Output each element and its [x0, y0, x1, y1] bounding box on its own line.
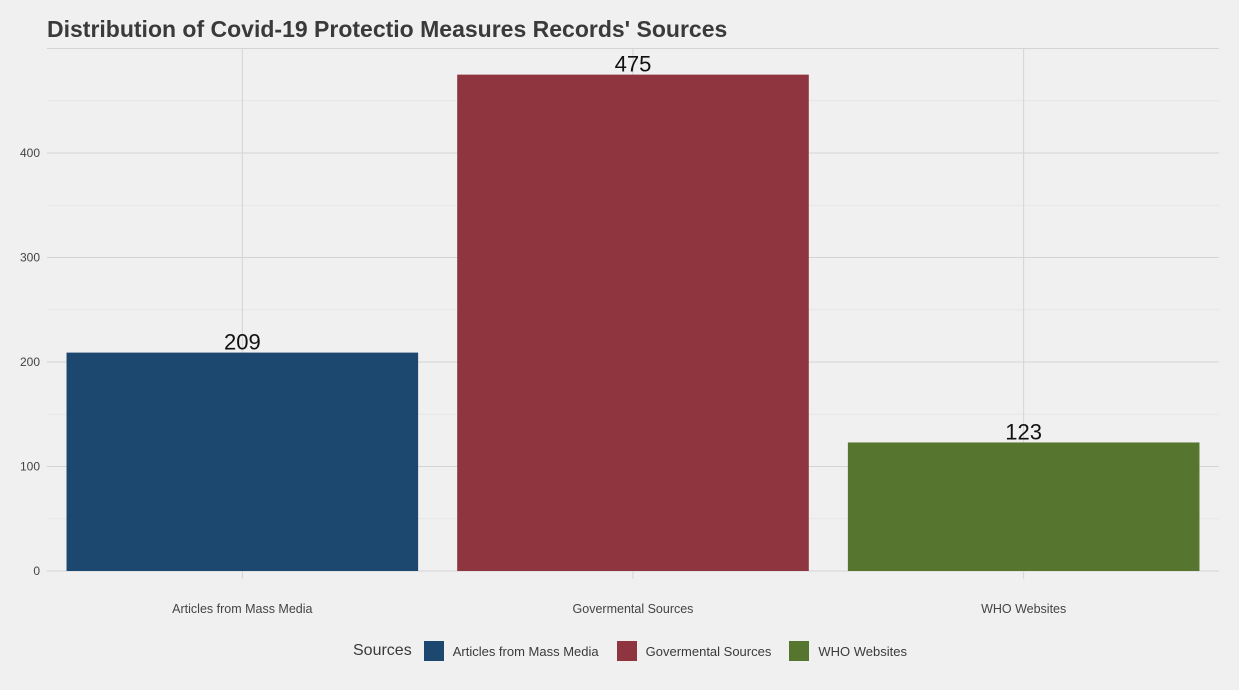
y-tick-label: 400: [20, 146, 40, 160]
data-label: 209: [224, 330, 261, 355]
legend-title: Sources: [353, 642, 412, 659]
y-tick-label: 200: [20, 355, 40, 369]
legend-swatch: [616, 641, 637, 661]
legend-label: Govermental Sources: [645, 643, 772, 659]
legend-item-articles-from-mass-media: Articles from Mass Media: [423, 641, 599, 661]
bar-who-websites: [847, 442, 1200, 571]
legend-label: WHO Websites: [818, 643, 907, 659]
legend-swatch: [789, 641, 810, 661]
bar-govermental-sources: [457, 74, 809, 571]
legend-item-govermental-sources: Govermental Sources: [616, 641, 772, 661]
bar-articles-from-mass-media: [66, 352, 419, 571]
data-label: 123: [1005, 419, 1042, 444]
x-tick-label: WHO Websites: [981, 602, 1066, 616]
legend-label: Articles from Mass Media: [452, 643, 599, 659]
data-label: 475: [615, 52, 652, 77]
y-tick-label: 0: [33, 564, 40, 578]
chart-title: Distribution of Covid-19 Protectio Measu…: [47, 16, 728, 42]
y-tick-label: 300: [20, 251, 40, 265]
x-tick-label: Govermental Sources: [573, 602, 694, 616]
legend-swatch: [423, 641, 444, 661]
y-tick-label: 100: [20, 460, 40, 474]
x-tick-label: Articles from Mass Media: [172, 602, 312, 616]
legend-item-who-websites: WHO Websites: [789, 641, 907, 661]
legend: Sources Articles from Mass Media Goverme…: [353, 640, 925, 662]
